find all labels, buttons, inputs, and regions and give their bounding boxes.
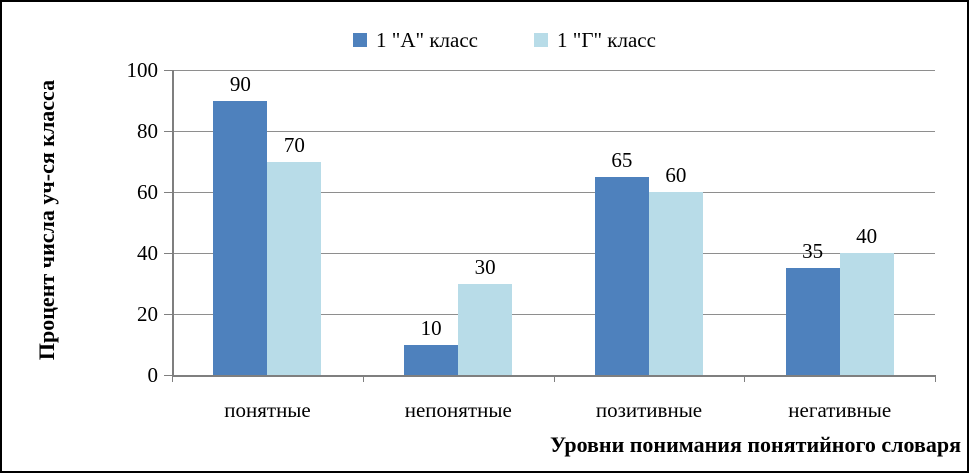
bar-series2-непонятные — [458, 283, 513, 375]
bar-series2-позитивные — [648, 192, 703, 375]
legend-swatch-series2 — [534, 33, 549, 47]
gridline-60 — [172, 192, 935, 193]
y-tick-label: 100 — [126, 58, 159, 82]
category-label-4: негативные — [788, 398, 892, 422]
y-tick-mark-100 — [164, 70, 172, 71]
bar-series2-понятные — [267, 161, 322, 375]
category-label-2: непонятные — [404, 398, 512, 422]
category-label-3: позитивные — [595, 398, 703, 422]
category-label-1: понятные — [224, 398, 311, 422]
plot-area: 90 70 10 30 65 60 35 40 — [172, 70, 935, 375]
bar-value-label: 60 — [665, 163, 687, 187]
bar-value-label: 10 — [420, 315, 442, 340]
bar-value-label: 90 — [229, 71, 251, 96]
bar-series1-негативные — [785, 268, 840, 375]
x-tick-mark-4 — [935, 375, 936, 382]
x-tick-mark-0 — [172, 375, 173, 382]
bar-series1-позитивные — [594, 176, 649, 375]
gridline-100 — [172, 70, 935, 71]
gridline-20 — [172, 314, 935, 315]
y-tick-label: 60 — [137, 180, 158, 204]
bar-value-label: 30 — [474, 254, 496, 279]
legend-item-series2: 1 "Г" класс — [534, 28, 656, 53]
gridline-80 — [172, 131, 935, 132]
y-tick-label: 20 — [137, 302, 158, 326]
y-tick-mark-80 — [164, 131, 172, 132]
y-tick-label: 80 — [137, 119, 158, 143]
x-axis-title: Уровни понимания понятийного словаря — [550, 432, 961, 457]
x-tick-mark-3 — [744, 375, 746, 382]
legend-item-series1: 1 "А" класс — [353, 28, 478, 53]
legend-label-series2: 1 "Г" класс — [557, 27, 656, 52]
gridline-40 — [172, 253, 935, 254]
bar-series1-непонятные — [404, 344, 459, 375]
y-tick-mark-40 — [164, 253, 172, 254]
x-tick-mark-1 — [362, 375, 364, 382]
bar-value-label: 70 — [283, 132, 305, 157]
bar-value-label: 65 — [611, 147, 633, 172]
bar-value-label: 40 — [856, 224, 878, 248]
legend-swatch-series1 — [353, 33, 368, 47]
y-tick-mark-20 — [164, 314, 172, 315]
bar-series2-негативные — [839, 253, 894, 375]
legend-label-series1: 1 "А" класс — [376, 27, 479, 52]
bar-value-label: 35 — [802, 239, 824, 264]
x-tick-mark-2 — [553, 375, 555, 382]
y-tick-label: 0 — [147, 363, 159, 387]
y-axis-line — [172, 70, 174, 375]
y-tick-mark-60 — [164, 192, 172, 193]
legend: 1 "А" класс 1 "Г" класс — [22, 26, 967, 54]
y-axis-title: Процент числа уч-ся класса — [34, 79, 59, 361]
bar-series1-понятные — [213, 100, 268, 375]
y-tick-mark-0 — [164, 375, 172, 376]
y-tick-label: 40 — [137, 241, 158, 265]
